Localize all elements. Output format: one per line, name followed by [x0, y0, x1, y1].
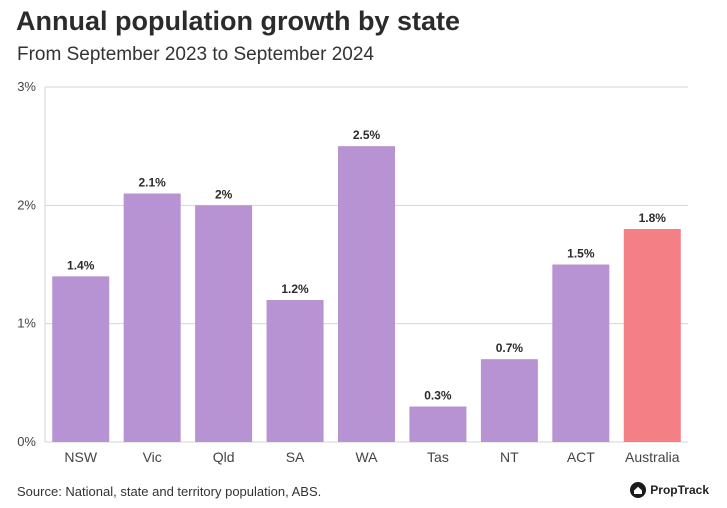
data-label: 1.2%: [281, 282, 309, 296]
bar-australia: [623, 229, 681, 442]
bar-layer: [52, 146, 681, 442]
x-tick-label: WA: [355, 449, 378, 465]
data-label: 2.5%: [353, 128, 381, 142]
x-tick-label: ACT: [567, 449, 595, 465]
bar-act: [552, 264, 610, 442]
y-tick-label: 2%: [17, 197, 36, 212]
x-tick-label: NT: [500, 449, 519, 465]
chart-title: Annual population growth by state: [16, 6, 460, 36]
bar-qld: [195, 205, 253, 442]
data-label: 2.1%: [138, 176, 166, 190]
chart-subtitle: From September 2023 to September 2024: [17, 44, 374, 65]
x-tick-label: Qld: [213, 449, 235, 465]
proptrack-logo: PropTrack: [630, 482, 709, 498]
bar-vic: [123, 193, 181, 442]
data-label: 0.7%: [496, 341, 524, 355]
x-tick-label: Tas: [427, 449, 449, 465]
bar-tas: [409, 406, 467, 442]
x-tick-label: Vic: [143, 449, 162, 465]
data-label: 2%: [215, 187, 233, 201]
bar-sa: [266, 300, 324, 442]
data-label: 1.4%: [67, 258, 95, 272]
bar-wa: [338, 146, 395, 442]
source-note: Source: National, state and territory po…: [17, 484, 322, 499]
x-tick-label: Australia: [625, 449, 680, 465]
bar-nsw: [52, 276, 110, 442]
x-tick-label: SA: [286, 449, 305, 465]
y-tick-label: 0%: [17, 434, 36, 449]
data-label: 1.8%: [639, 211, 667, 225]
brand-name: PropTrack: [650, 483, 709, 497]
data-label: 1.5%: [567, 247, 595, 261]
house-icon: [630, 482, 647, 498]
x-tick-label: NSW: [64, 449, 97, 465]
bar-nt: [480, 359, 538, 442]
y-tick-label: 1%: [17, 316, 36, 331]
y-tick-label: 3%: [17, 79, 36, 94]
label-layer: 0% 1% 2% 3% 1.4% NSW 2.1% Vic 2% Qld 1.2% SA 2.5% WA 0…: [17, 79, 680, 465]
data-label: 0.3%: [424, 389, 452, 403]
